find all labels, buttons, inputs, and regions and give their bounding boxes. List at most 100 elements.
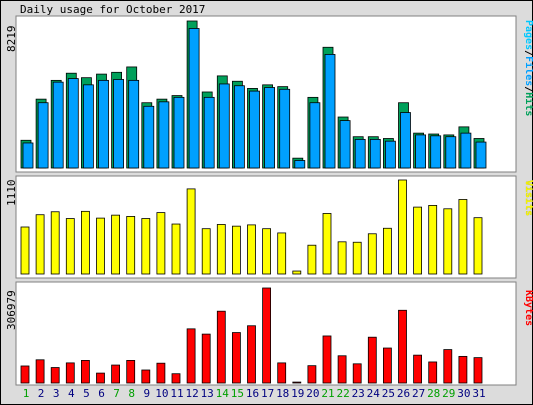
x-tick-day-8: 8 — [128, 387, 135, 400]
bar-visits-day-7 — [111, 214, 120, 275]
bar-files-day-11 — [173, 96, 185, 169]
bar-files-day-30 — [460, 132, 472, 169]
bar-visits-day-19 — [292, 270, 302, 275]
bar-files-day-9 — [143, 105, 155, 169]
bar-visits-day-18 — [277, 232, 287, 275]
x-tick-day-27: 27 — [412, 387, 425, 400]
x-axis-day-labels: 1 2 3 4 5 6 7 8 9 10 11 12 13 14 15 16 17 18 19 20 21 22 23 24 2… — [23, 387, 486, 400]
bar-kbytes-day-27 — [413, 354, 423, 384]
bar-files-day-12 — [188, 28, 200, 169]
bar-files-day-23 — [354, 138, 366, 169]
legend-files: Files — [523, 56, 533, 86]
bar-kbytes-day-28 — [428, 361, 438, 384]
bar-files-day-16 — [249, 90, 260, 169]
visits-panel-bars — [20, 179, 483, 275]
bar-files-day-18 — [279, 88, 291, 169]
bar-kbytes-day-18 — [277, 362, 287, 384]
bar-visits-day-15 — [231, 225, 241, 275]
bar-kbytes-day-20 — [307, 365, 317, 384]
legend-hits-panel: Pages/Files/Hits — [523, 20, 533, 116]
bar-visits-day-16 — [247, 224, 256, 275]
bar-visits-day-30 — [458, 199, 468, 275]
legend-pages: Pages — [523, 20, 533, 50]
bar-files-day-28 — [430, 135, 442, 169]
x-tick-day-18: 18 — [276, 387, 289, 400]
bar-kbytes-day-9 — [141, 369, 151, 384]
bar-kbytes-day-21 — [322, 335, 332, 384]
x-tick-day-15: 15 — [231, 387, 244, 400]
legend-visits: Visits — [523, 180, 533, 216]
x-tick-day-12: 12 — [185, 387, 198, 400]
bar-files-day-20 — [309, 102, 321, 169]
bar-files-day-22 — [339, 120, 351, 169]
bar-files-day-4 — [67, 78, 79, 169]
x-tick-day-19: 19 — [291, 387, 304, 400]
bar-visits-day-1 — [20, 226, 30, 275]
bar-kbytes-day-17 — [262, 287, 272, 384]
bar-kbytes-day-25 — [382, 347, 392, 384]
bar-visits-day-24 — [367, 233, 377, 275]
bar-files-day-15 — [233, 85, 245, 169]
bar-files-day-7 — [113, 79, 124, 169]
bar-kbytes-day-30 — [458, 355, 468, 384]
chart-title: Daily usage for October 2017 — [20, 3, 205, 16]
bar-visits-day-23 — [352, 241, 362, 275]
bar-kbytes-day-12 — [186, 328, 196, 384]
bar-files-day-31 — [475, 141, 487, 169]
bar-files-day-13 — [203, 96, 215, 169]
bar-kbytes-day-2 — [35, 359, 45, 384]
x-tick-day-21: 21 — [321, 387, 334, 400]
bar-visits-day-6 — [96, 217, 105, 275]
bar-visits-day-29 — [443, 208, 453, 275]
kbytes-panel-bars — [20, 287, 483, 384]
x-tick-day-17: 17 — [261, 387, 274, 400]
x-tick-day-9: 9 — [143, 387, 150, 400]
bar-visits-day-10 — [156, 212, 166, 275]
bar-visits-day-11 — [171, 223, 181, 275]
bar-files-day-2 — [37, 102, 49, 169]
x-tick-day-6: 6 — [98, 387, 105, 400]
bar-kbytes-day-6 — [96, 372, 105, 384]
legend-hits: Hits — [523, 92, 533, 116]
x-tick-day-30: 30 — [457, 387, 470, 400]
bar-files-day-10 — [158, 101, 170, 169]
bar-files-day-17 — [264, 87, 276, 169]
x-tick-day-23: 23 — [352, 387, 365, 400]
x-tick-day-11: 11 — [170, 387, 183, 400]
bar-kbytes-day-13 — [201, 333, 211, 384]
bar-visits-day-31 — [473, 217, 483, 275]
bar-visits-day-20 — [307, 244, 317, 275]
bar-visits-day-3 — [50, 211, 60, 275]
x-tick-day-14: 14 — [216, 387, 230, 400]
hits-panel-bars — [20, 20, 487, 169]
bar-visits-day-28 — [428, 205, 438, 275]
bar-kbytes-day-1 — [20, 365, 30, 384]
bar-visits-day-8 — [126, 216, 136, 275]
x-tick-day-4: 4 — [68, 387, 75, 400]
ymax-visits: 1110 — [5, 180, 18, 207]
bar-kbytes-day-11 — [171, 373, 181, 384]
ymax-hits: 8219 — [5, 26, 18, 53]
ymax-kbytes: 306979 — [5, 290, 18, 330]
bar-visits-day-21 — [322, 213, 332, 275]
bar-files-day-6 — [98, 79, 109, 169]
x-tick-day-29: 29 — [442, 387, 455, 400]
x-tick-day-26: 26 — [397, 387, 410, 400]
bar-kbytes-day-22 — [337, 355, 347, 384]
bar-kbytes-day-5 — [81, 360, 90, 384]
bar-visits-day-13 — [201, 228, 211, 275]
bar-kbytes-day-29 — [443, 349, 453, 384]
x-tick-day-5: 5 — [83, 387, 90, 400]
legend-kbytes: KBytes — [523, 290, 533, 326]
x-tick-day-31: 31 — [472, 387, 485, 400]
bar-kbytes-day-16 — [247, 325, 256, 384]
bar-files-day-1 — [22, 142, 34, 169]
bar-files-day-29 — [445, 136, 457, 169]
bar-visits-day-22 — [337, 241, 347, 275]
bar-visits-day-12 — [186, 188, 196, 275]
x-tick-day-7: 7 — [113, 387, 120, 400]
x-tick-day-1: 1 — [23, 387, 30, 400]
bar-kbytes-day-8 — [126, 360, 136, 384]
bar-visits-day-4 — [65, 218, 75, 275]
